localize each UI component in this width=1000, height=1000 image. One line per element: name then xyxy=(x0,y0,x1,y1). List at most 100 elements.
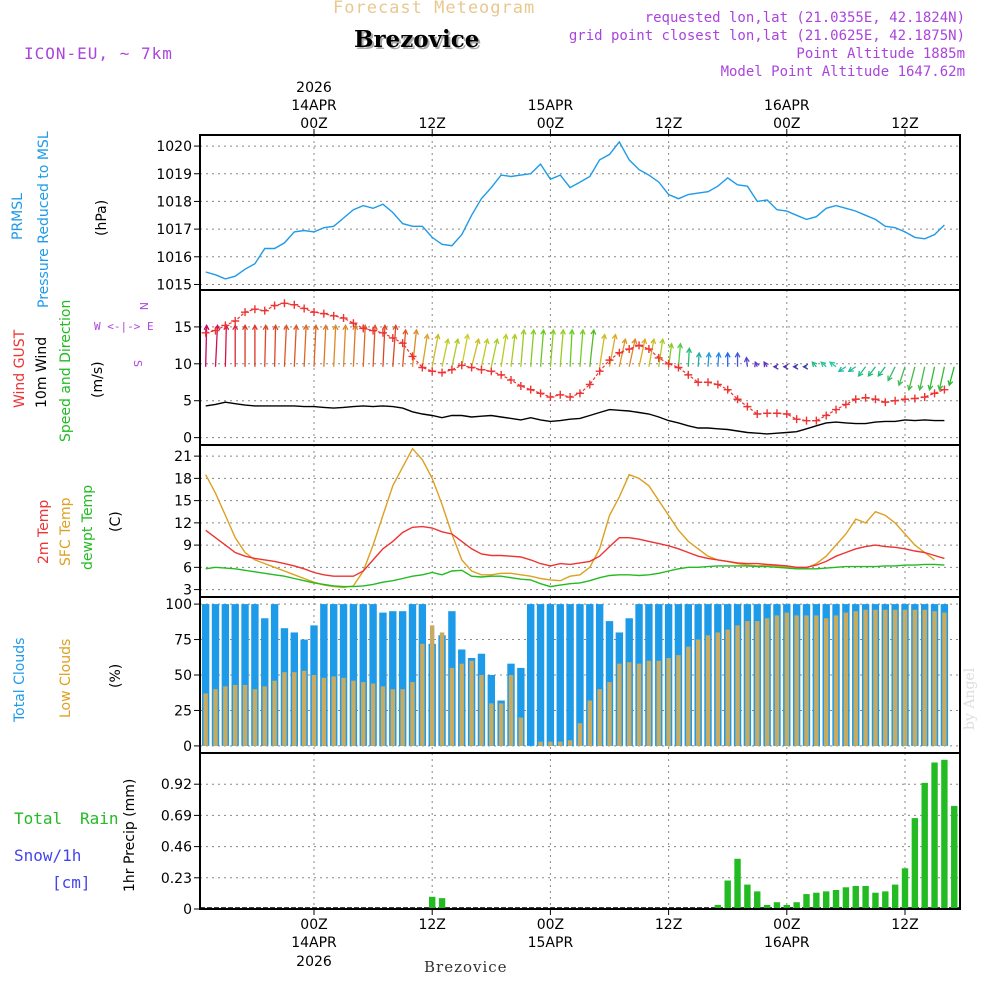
wind-arrow-head xyxy=(782,363,789,370)
gust-point xyxy=(457,361,466,370)
wind-arrow-head xyxy=(474,337,481,345)
wind-arrow xyxy=(648,339,655,367)
wind-arrow-head xyxy=(352,324,359,331)
precip-bar xyxy=(951,805,958,909)
bottom-time-label: 12Z xyxy=(655,917,682,933)
wind-arrow xyxy=(362,325,366,367)
y-tick-label: 1016 xyxy=(156,250,192,266)
wind-arrow-head xyxy=(621,337,628,345)
precip-bar xyxy=(773,902,781,909)
panel-frame xyxy=(199,752,961,910)
precip-bar xyxy=(921,782,928,909)
low-cloud-bar xyxy=(331,676,336,746)
low-cloud-bar xyxy=(814,615,819,746)
low-cloud-bar xyxy=(518,717,524,746)
wind-arrow xyxy=(579,329,584,367)
low-cloud-bar xyxy=(735,625,740,746)
wind-arrow-head xyxy=(483,337,490,345)
y-tick-label: 0.92 xyxy=(161,777,192,793)
gust-point xyxy=(339,314,348,323)
y-tick-label: 1017 xyxy=(156,222,192,238)
wind-arrow-head xyxy=(413,328,420,335)
gust-point xyxy=(290,300,299,309)
low-cloud-bar xyxy=(449,667,455,746)
precip-bar xyxy=(941,759,948,909)
speed-direction-label: Speed and Direction xyxy=(58,300,74,442)
dewpt-line xyxy=(205,563,945,588)
sfctemp-label: SFC Temp xyxy=(58,497,74,566)
precip-bar xyxy=(803,894,810,909)
low-cloud-bar xyxy=(203,693,208,746)
wind-arrow-head xyxy=(590,328,597,335)
low-cloud-bar xyxy=(892,609,898,746)
gust-point xyxy=(221,321,230,330)
bottom-place-name: Brezovice xyxy=(424,958,508,976)
compass-s: S xyxy=(131,360,144,367)
wind-arrow-head xyxy=(847,366,854,373)
gust-point xyxy=(782,410,791,418)
low-cloud-bar xyxy=(489,703,494,746)
wind-arrow xyxy=(323,325,327,367)
top-time-label: 00Z xyxy=(773,116,800,132)
gust-point xyxy=(930,389,939,398)
precip-bar xyxy=(862,885,869,909)
total-cloud-bar xyxy=(231,604,239,746)
gust-point xyxy=(694,378,703,387)
wind-arrow xyxy=(539,329,545,367)
wind-arrow-head xyxy=(530,328,537,335)
legend-total: Total xyxy=(14,809,62,828)
wind-arrow-head xyxy=(763,361,769,368)
wind-arrow xyxy=(352,325,357,367)
wind-arrow-head xyxy=(867,370,874,378)
y-tick-label: 10 xyxy=(174,357,192,373)
y-tick-label: 1018 xyxy=(156,194,192,210)
total-cloud-bar xyxy=(389,611,397,746)
wind-arrow-head xyxy=(302,324,309,331)
precip-bar xyxy=(763,904,771,909)
y-tick-label: 3 xyxy=(183,583,192,599)
gust-point xyxy=(743,402,752,411)
wind-arrow xyxy=(628,339,636,367)
total-cloud-bar xyxy=(221,604,230,746)
wind-arrow xyxy=(431,334,439,367)
y-tick-label: 50 xyxy=(174,668,192,684)
plot-layer: 1015101610171018101910200510153691215182… xyxy=(156,80,961,970)
wind-arrow-head xyxy=(650,337,657,345)
low-cloud-bar xyxy=(587,700,592,746)
wind-arrow-head xyxy=(550,328,557,335)
dewpt-label: dewpt Temp xyxy=(80,485,96,570)
low-cloud-bar xyxy=(922,609,927,746)
gust-point xyxy=(763,409,772,418)
gust-point xyxy=(241,308,250,317)
top-time-label: 00Z xyxy=(300,116,327,132)
wind-arrow-head xyxy=(322,324,329,331)
precip-bar xyxy=(842,887,850,909)
low-cloud-bar xyxy=(833,615,839,746)
temp2m-label: 2m Temp xyxy=(36,500,52,564)
low-cloud-bar xyxy=(498,703,504,746)
wind-arrow-head xyxy=(828,361,836,367)
precip-bar xyxy=(882,891,889,909)
celsius-label: (C) xyxy=(108,511,124,532)
y-tick-label: 25 xyxy=(174,703,192,719)
gust-point xyxy=(536,389,545,398)
precip-bar xyxy=(754,891,761,909)
low-cloud-bar xyxy=(370,683,376,746)
precip-bar xyxy=(813,892,820,909)
hpa-label: (hPa) xyxy=(94,200,110,236)
top-time-label: 12Z xyxy=(655,116,682,132)
wind-arrow-head xyxy=(668,342,675,349)
bottom-year-label: 2026 xyxy=(296,954,332,970)
wind-arrow xyxy=(441,339,449,367)
gust-point xyxy=(516,381,525,390)
gust-point xyxy=(733,395,742,404)
low-cloud-bar xyxy=(725,629,730,746)
wind-arrow xyxy=(867,366,876,377)
wind-arrow-head xyxy=(454,337,460,345)
low-cloud-bar xyxy=(538,741,543,746)
pressure-line xyxy=(205,140,945,280)
legend-snow-unit: [cm] xyxy=(52,873,91,892)
y-tick-label: 18 xyxy=(174,471,192,487)
low-clouds-label: Low Clouds xyxy=(58,639,74,718)
